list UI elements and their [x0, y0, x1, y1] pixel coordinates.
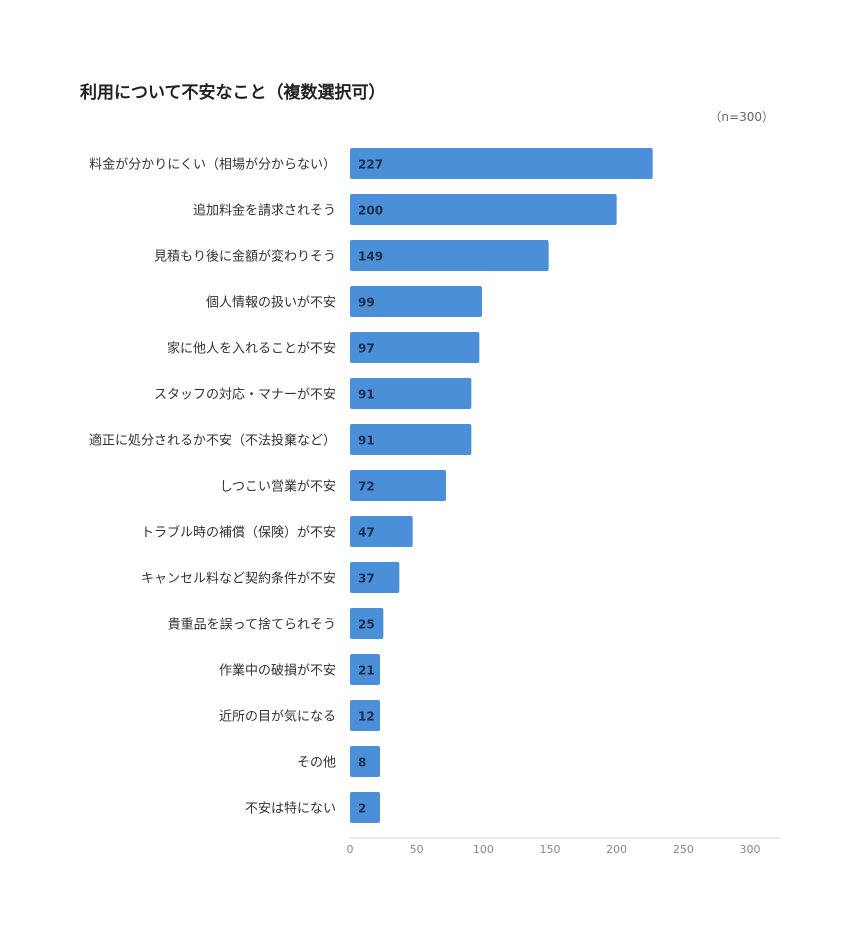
category-label: 近所の目が気になる [219, 709, 336, 725]
category-label: その他 [297, 756, 336, 771]
bar [350, 700, 380, 731]
chart-title: 利用について不安なこと（複数選択可） [80, 83, 386, 103]
category-label: トラブル時の補償（保険）が不安 [141, 525, 336, 541]
bar [350, 424, 472, 455]
bar [350, 516, 413, 547]
bar [350, 194, 617, 225]
bar-value-label: 99 [358, 296, 375, 310]
category-label: 貴重品を誤って捨てられそう [168, 617, 336, 633]
bar [350, 746, 380, 777]
x-tick-label: 250 [673, 843, 694, 856]
bar [350, 240, 549, 271]
bar-value-label: 8 [358, 756, 366, 770]
bar-value-label: 47 [358, 526, 375, 540]
x-tick-label: 200 [606, 843, 627, 856]
x-tick-label: 100 [473, 843, 494, 856]
category-label: 追加料金を請求されそう [193, 203, 336, 219]
bar [350, 792, 380, 823]
bar-value-label: 2 [358, 802, 366, 816]
bar-value-label: 72 [358, 480, 375, 494]
bar-value-label: 97 [358, 342, 375, 356]
bar [350, 470, 446, 501]
bar [350, 654, 380, 685]
bar-value-label: 200 [358, 204, 383, 218]
x-tick-label: 50 [410, 843, 424, 856]
bar-value-label: 25 [358, 618, 375, 632]
x-tick-label: 300 [740, 843, 761, 856]
bar-value-label: 21 [358, 664, 375, 678]
category-label: 見積もり後に金額が変わりそう [154, 249, 336, 265]
category-label: 料金が分かりにくい（相場が分からない） [89, 157, 336, 173]
bar [350, 332, 480, 363]
bar [350, 608, 384, 639]
bar [350, 562, 400, 593]
bar [350, 148, 653, 179]
bar-value-label: 149 [358, 250, 383, 264]
bar-value-label: 91 [358, 388, 375, 402]
x-tick-label: 0 [347, 843, 354, 856]
bar-value-label: 12 [358, 710, 375, 724]
category-label: 個人情報の扱いが不安 [206, 296, 336, 311]
sample-size-note: （n=300） [709, 110, 774, 124]
x-tick-label: 150 [540, 843, 561, 856]
category-label: しつこい営業が不安 [220, 479, 336, 495]
bar [350, 286, 482, 317]
category-label: 適正に処分されるか不安（不法投棄など） [89, 433, 336, 449]
category-label: 家に他人を入れることが不安 [167, 341, 336, 357]
category-label: キャンセル料など契約条件が不安 [141, 571, 336, 587]
category-label: 作業中の破損が不安 [219, 663, 336, 679]
category-label: スタッフの対応・マナーが不安 [154, 388, 336, 403]
bar-value-label: 91 [358, 434, 375, 448]
bar-value-label: 227 [358, 158, 383, 172]
category-label: 不安は特にない [245, 802, 336, 817]
bar-value-label: 37 [358, 572, 375, 586]
bar [350, 378, 472, 409]
